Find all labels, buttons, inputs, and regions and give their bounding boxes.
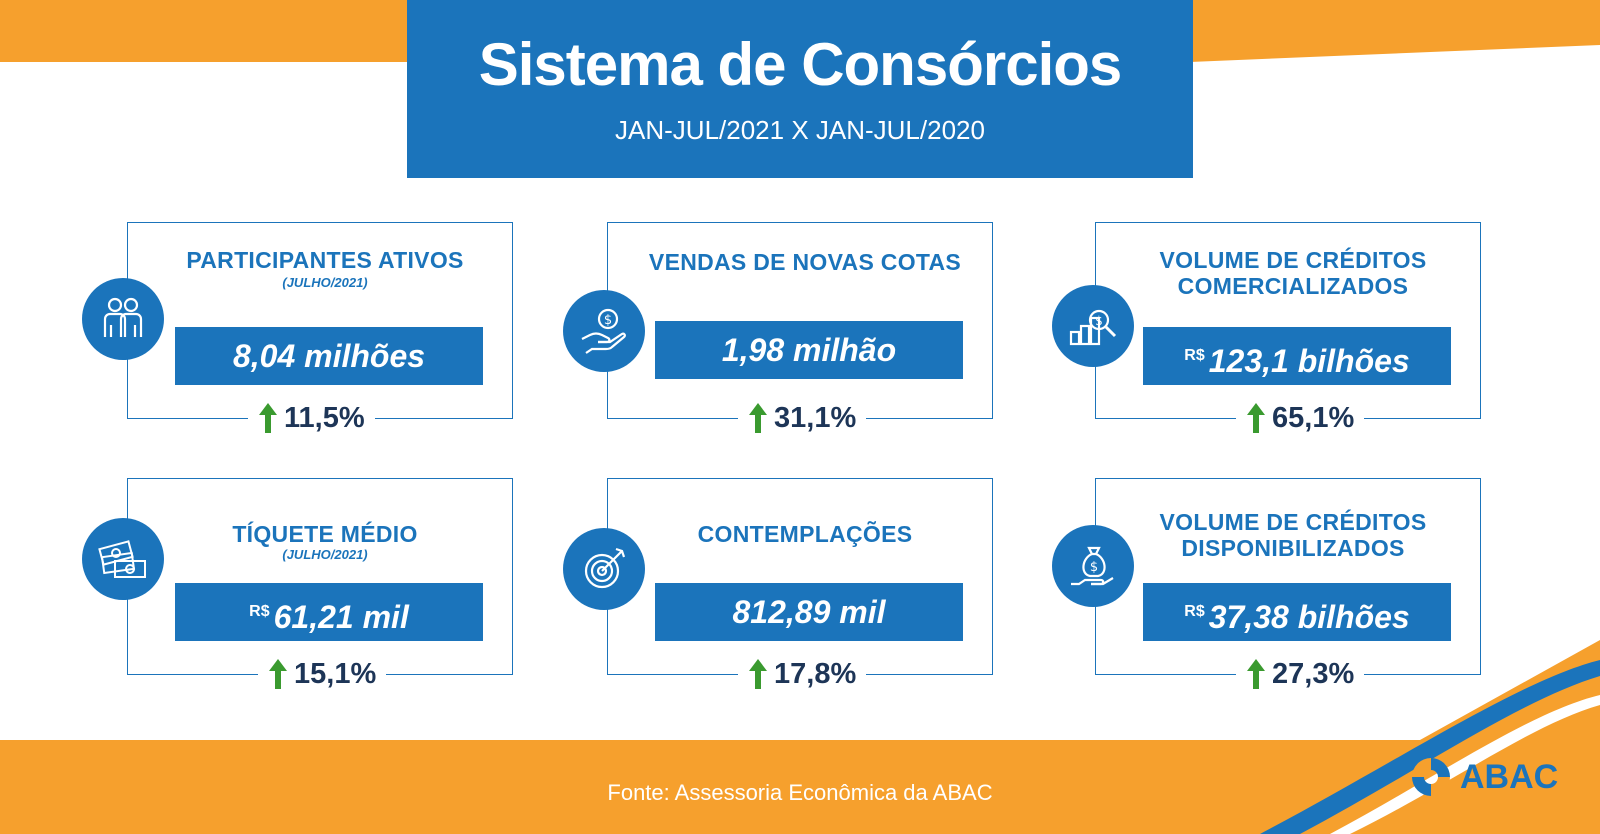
svg-text:$: $: [604, 313, 612, 328]
value-text: 123,1 bilhões: [1208, 343, 1410, 379]
arrow-up-icon: [749, 659, 767, 689]
card-subtitle: (JULHO/2021): [282, 547, 368, 562]
currency-symbol: R$: [249, 603, 270, 620]
card-value: R$ 37,38 bilhões: [1143, 583, 1451, 641]
card-volume-creditos-disponibilizados: VOLUME DE CRÉDITOS DISPONIBILIZADOS R$ 37…: [1095, 478, 1481, 694]
card-title-line2: COMERCIALIZADOS: [1177, 273, 1409, 299]
card-value: R$ 61,21 mil: [175, 583, 483, 641]
growth-indicator: 11,5%: [248, 398, 375, 438]
card-contemplacoes: CONTEMPLAÇÕES 812,89 mil 17,8%: [607, 478, 993, 694]
card-title-line1: VOLUME DE CRÉDITOS: [1159, 509, 1427, 535]
logo-text: ABAC: [1460, 757, 1559, 796]
card-title-line1: VOLUME DE CRÉDITOS: [1159, 247, 1427, 273]
money-bag-hand-icon: $: [1052, 525, 1134, 607]
card-tiquete-medio: TÍQUETE MÉDIO (JULHO/2021) R$ 61,21 mil 1…: [127, 478, 513, 694]
currency-symbol: R$: [1184, 603, 1205, 620]
page-subtitle: JAN-JUL/2021 X JAN-JUL/2020: [615, 115, 985, 145]
people-icon: [82, 278, 164, 360]
abac-logo-icon: [1412, 758, 1450, 796]
svg-text:$: $: [1090, 560, 1098, 575]
growth-indicator: 15,1%: [258, 654, 387, 694]
card-volume-creditos-comercializados: VOLUME DE CRÉDITOS COMERCIALIZADOS R$ 123…: [1095, 222, 1481, 438]
card-participantes-ativos: PARTICIPANTES ATIVOS (JULHO/2021) 8,04 m…: [127, 222, 513, 438]
header-banner: Sistema de Consórcios JAN-JUL/2021 X JAN…: [407, 0, 1193, 178]
arrow-up-icon: [1247, 403, 1265, 433]
value-text: 812,89 mil: [732, 594, 886, 630]
growth-indicator: 27,3%: [1236, 654, 1365, 694]
growth-value: 17,8%: [774, 657, 857, 690]
card-title: PARTICIPANTES ATIVOS: [186, 247, 464, 273]
arrow-up-icon: [749, 403, 767, 433]
growth-value: 15,1%: [294, 657, 377, 690]
card-value: R$ 123,1 bilhões: [1143, 327, 1451, 385]
svg-text:$: $: [1095, 314, 1103, 328]
arrow-up-icon: [259, 403, 277, 433]
page-title: Sistema de Consórcios: [478, 31, 1123, 98]
arrow-up-icon: [269, 659, 287, 689]
growth-indicator: 17,8%: [738, 654, 867, 694]
card-value: 1,98 milhão: [655, 321, 963, 379]
card-title-line2: DISPONIBILIZADOS: [1181, 535, 1405, 561]
value-text: 1,98 milhão: [721, 332, 897, 368]
hand-coin-icon: $: [563, 290, 645, 372]
arrow-up-icon: [1247, 659, 1265, 689]
growth-indicator: 65,1%: [1236, 398, 1365, 438]
money-stack-icon: [82, 518, 164, 600]
value-text: 8,04 milhões: [232, 338, 426, 374]
growth-value: 11,5%: [284, 401, 365, 434]
target-icon: [563, 528, 645, 610]
growth-value: 27,3%: [1272, 657, 1355, 690]
card-title: VENDAS DE NOVAS COTAS: [648, 249, 962, 275]
growth-value: 65,1%: [1272, 401, 1355, 434]
value-text: 61,21 mil: [273, 599, 409, 635]
abac-logo: ABAC: [1410, 756, 1558, 798]
source-note: Fonte: Assessoria Econômica da ABAC: [607, 780, 993, 805]
card-title: TÍQUETE MÉDIO: [232, 521, 418, 547]
card-value: 8,04 milhões: [175, 327, 483, 385]
chart-magnifier-icon: $: [1052, 285, 1134, 367]
currency-symbol: R$: [1184, 347, 1205, 364]
card-title: CONTEMPLAÇÕES: [697, 521, 913, 547]
growth-value: 31,1%: [774, 401, 857, 434]
value-text: 37,38 bilhões: [1208, 599, 1410, 635]
card-subtitle: (JULHO/2021): [282, 275, 368, 290]
card-vendas-novas-cotas: VENDAS DE NOVAS COTAS 1,98 milhão 31,1%: [607, 222, 993, 438]
card-value: 812,89 mil: [655, 583, 963, 641]
growth-indicator: 31,1%: [738, 398, 867, 438]
